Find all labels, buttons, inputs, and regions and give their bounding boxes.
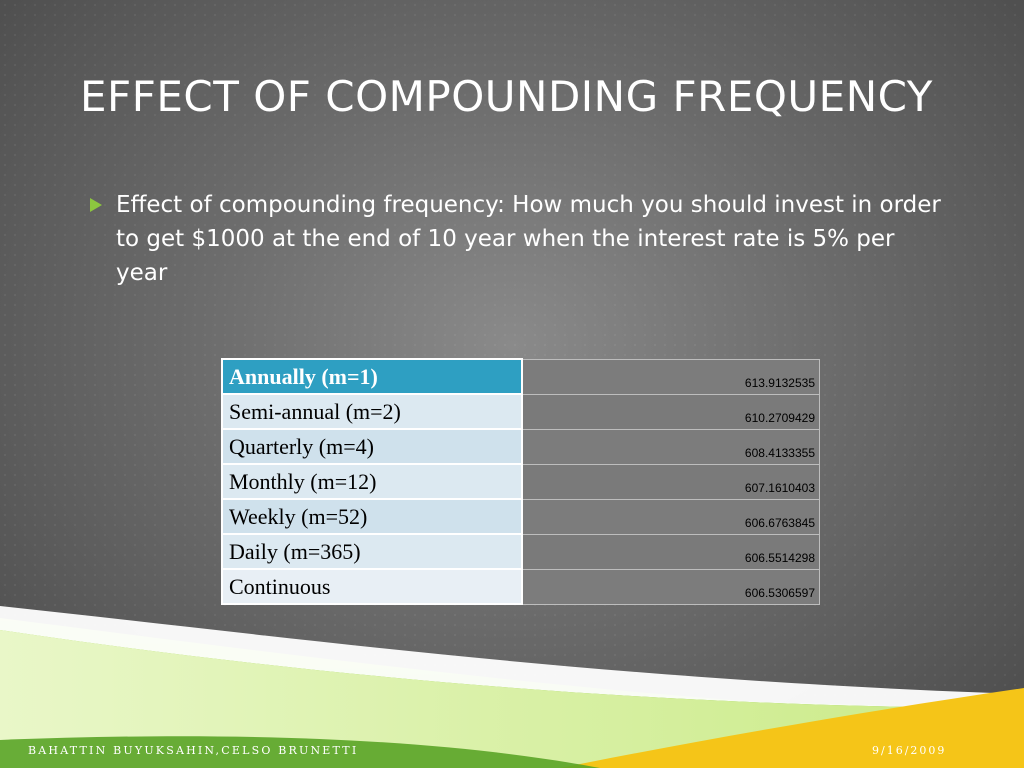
row-value: 606.5514298: [521, 533, 820, 570]
row-label: Monthly (m=12): [221, 463, 523, 500]
row-label: Daily (m=365): [221, 533, 523, 570]
table-row: Daily (m=365) 606.5514298: [221, 533, 820, 570]
bullet-text: Effect of compounding frequency: How muc…: [116, 192, 941, 286]
bullet-item: Effect of compounding frequency: How muc…: [90, 188, 950, 290]
footer-date: 9/16/2009: [872, 744, 947, 757]
row-value: 606.6763845: [521, 498, 820, 535]
table-row: Continuous 606.5306597: [221, 568, 820, 605]
table-row: Annually (m=1) 613.9132535: [221, 358, 820, 395]
row-label: Annually (m=1): [221, 358, 523, 395]
row-value: 607.1610403: [521, 463, 820, 500]
table-row: Semi-annual (m=2) 610.2709429: [221, 393, 820, 430]
slide-title: EFFECT OF COMPOUNDING FREQUENCY: [80, 72, 933, 121]
row-label: Continuous: [221, 568, 523, 605]
decorative-waves: [0, 606, 1024, 768]
wave-white: [0, 606, 1024, 708]
row-value: 613.9132535: [521, 358, 820, 395]
wave-darkgreen: [0, 736, 600, 768]
row-label: Weekly (m=52): [221, 498, 523, 535]
row-value: 608.4133355: [521, 428, 820, 465]
wave-yellow: [560, 688, 1024, 768]
table-row: Weekly (m=52) 606.6763845: [221, 498, 820, 535]
table-row: Quarterly (m=4) 608.4133355: [221, 428, 820, 465]
bullet-arrow-icon: [90, 198, 102, 212]
row-label: Semi-annual (m=2): [221, 393, 523, 430]
table-row: Monthly (m=12) 607.1610403: [221, 463, 820, 500]
row-label: Quarterly (m=4): [221, 428, 523, 465]
footer-author: BAHATTIN BUYUKSAHIN,CELSO BRUNETTI: [28, 744, 359, 757]
row-value: 606.5306597: [521, 568, 820, 605]
row-value: 610.2709429: [521, 393, 820, 430]
compounding-table: Annually (m=1) 613.9132535 Semi-annual (…: [221, 358, 820, 605]
